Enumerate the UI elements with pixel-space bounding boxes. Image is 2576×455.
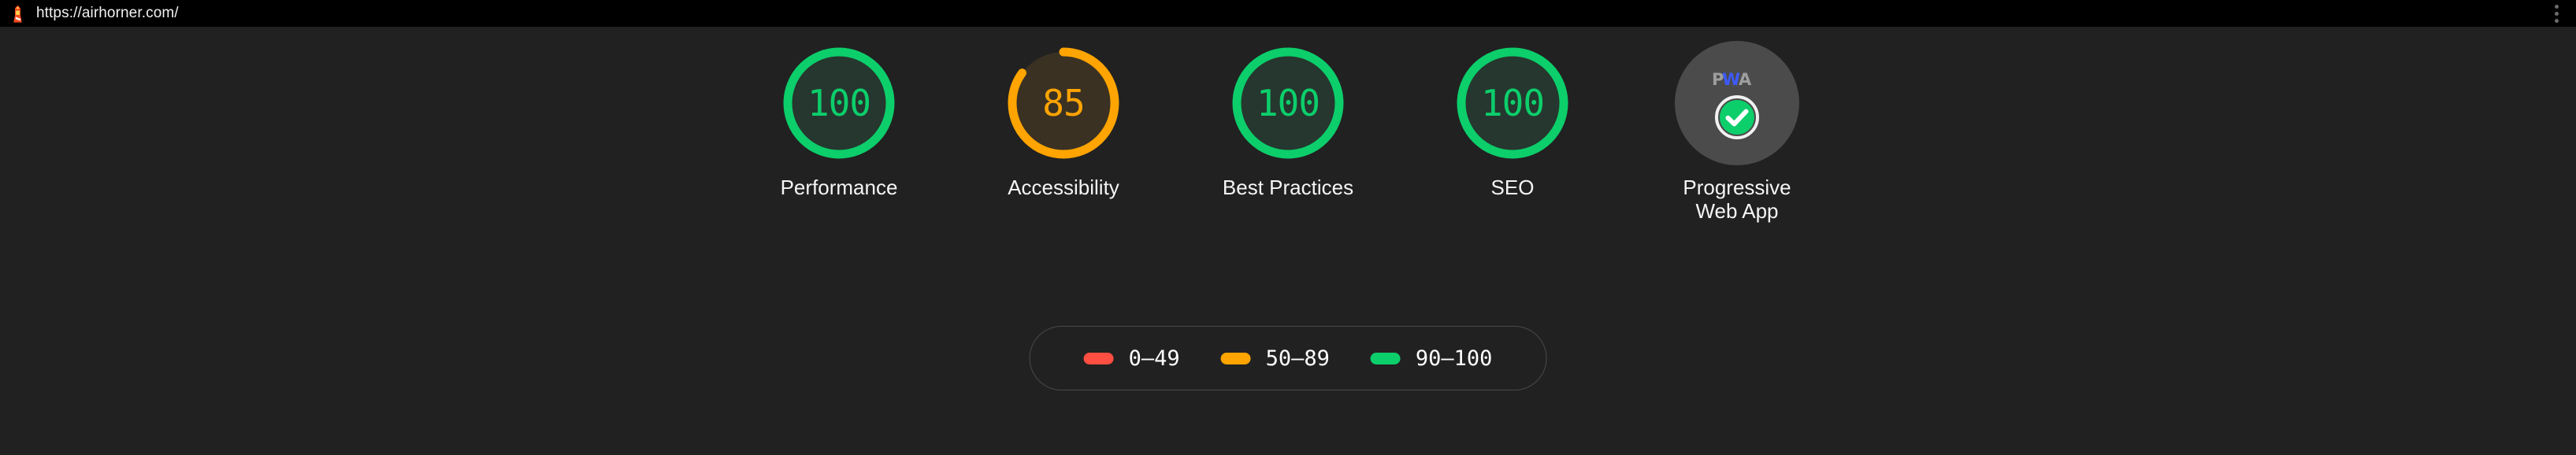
gauge-label-progressive-web-app: Progressive Web App [1683, 176, 1791, 224]
score-legend: 0–49 50–89 90–100 [1029, 326, 1547, 390]
gauge-fill-best-practices [1237, 52, 1339, 154]
score-gauge-accessibility[interactable]: 85 Accessibility [952, 41, 1176, 199]
browser-url-bar: https://airhorner.com/ [0, 0, 2576, 27]
legend-swatch-average [1220, 352, 1251, 364]
pwa-logo-icon: P W A [1712, 70, 1752, 89]
gauge-ring-best-practices: 100 [1226, 41, 1350, 165]
kebab-dot [2554, 4, 2559, 9]
gauge-label-best-practices: Best Practices [1222, 176, 1354, 199]
score-gauge-performance[interactable]: 100 Performance [727, 41, 952, 199]
legend-label-average: 50–89 [1265, 346, 1330, 371]
kebab-dot [2554, 11, 2559, 16]
score-gauge-best-practices[interactable]: 100 Best Practices [1176, 41, 1401, 199]
legend-label-pass: 90–100 [1415, 346, 1493, 371]
gauge-value-accessibility: 85 [1042, 82, 1085, 124]
lighthouse-icon [13, 5, 22, 22]
gauge-value-performance: 100 [807, 82, 871, 124]
svg-text:P: P [1712, 70, 1724, 89]
gauge-value-best-practices: 100 [1256, 82, 1320, 124]
svg-text:W: W [1722, 70, 1740, 89]
gauge-ring-accessibility: 85 [1001, 41, 1126, 165]
pwa-badge: P W A [1675, 41, 1799, 165]
gauge-arc-seo [1457, 47, 1568, 159]
gauge-value-seo: 100 [1480, 82, 1545, 124]
gauge-label-seo: SEO [1490, 176, 1535, 199]
svg-text:A: A [1739, 70, 1752, 89]
check-circle-icon [1715, 95, 1759, 139]
score-gauge-progressive-web-app[interactable]: P W A Progressive Web App [1625, 41, 1850, 224]
gauge-label-accessibility: Accessibility [1008, 176, 1119, 199]
legend-swatch-pass [1370, 352, 1401, 364]
legend-item-fail: 0–49 [1063, 346, 1201, 371]
gauge-fill-accessibility [1012, 52, 1115, 154]
gauge-fill-performance [788, 52, 890, 154]
score-gauges: 100 Performance 85 Accessibility [0, 27, 2576, 224]
legend-item-average: 50–89 [1201, 346, 1350, 371]
gauge-arc-best-practices [1232, 47, 1344, 159]
gauge-arc-accessibility [1008, 47, 1119, 159]
gauge-arc-performance [783, 47, 895, 159]
legend-swatch-fail [1083, 352, 1114, 364]
gauge-ring-seo: 100 [1450, 41, 1575, 165]
kebab-menu-icon[interactable] [2548, 4, 2565, 23]
legend-item-pass: 90–100 [1350, 346, 1513, 371]
url-text[interactable]: https://airhorner.com/ [36, 5, 179, 21]
gauge-label-performance: Performance [780, 176, 898, 199]
score-gauge-seo[interactable]: 100 SEO [1401, 41, 1625, 199]
gauge-ring-performance: 100 [777, 41, 901, 165]
kebab-dot [2554, 18, 2559, 23]
lighthouse-report: 100 Performance 85 Accessibility [0, 27, 2576, 455]
legend-label-fail: 0–49 [1128, 346, 1180, 371]
gauge-fill-seo [1461, 52, 1564, 154]
